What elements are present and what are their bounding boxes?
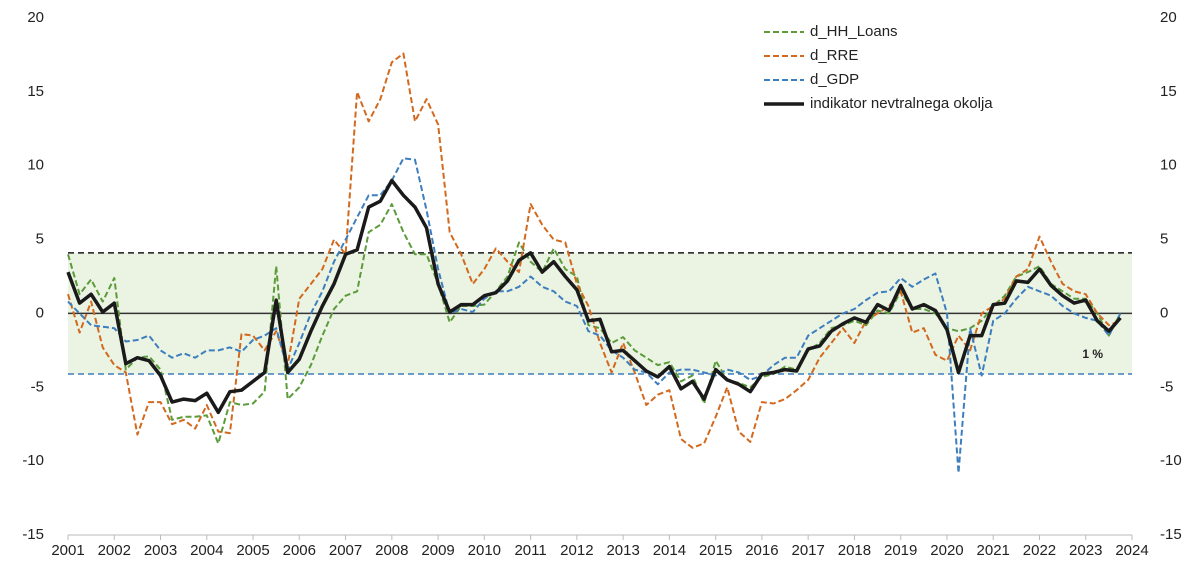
x-tick-label: 2024	[1115, 542, 1148, 559]
x-tick-label: 2001	[51, 542, 84, 559]
x-tick-label: 2018	[838, 542, 871, 559]
x-tick-label: 2004	[190, 542, 223, 559]
y2-tick-label: -5	[1160, 378, 1173, 395]
y2-tick-label: 15	[1160, 83, 1177, 100]
y-tick-label: 20	[27, 9, 44, 26]
y-tick-label: 5	[36, 231, 44, 248]
y-tick-label: -10	[22, 452, 44, 469]
x-tick-label: 2017	[791, 542, 824, 559]
legend-box	[758, 20, 1110, 116]
y2-tick-label: -15	[1160, 526, 1182, 543]
series-line	[67, 52, 1121, 449]
x-tick-label: 2011	[514, 542, 546, 559]
series-line	[67, 157, 1122, 474]
x-tick-label: 2005	[236, 542, 269, 559]
legend-label: indikator nevtralnega okolja	[810, 95, 993, 112]
x-tick-label: 2014	[653, 542, 686, 559]
x-tick-label: 2010	[468, 542, 501, 559]
x-tick-label: 2003	[144, 542, 177, 559]
legend-label: d_GDP	[810, 71, 859, 88]
y2-tick-label: -10	[1160, 452, 1182, 469]
x-tick-label: 2022	[1023, 542, 1056, 559]
y2-tick-label: 5	[1160, 231, 1168, 248]
x-tick-label: 2012	[560, 542, 593, 559]
x-tick-label: 2021	[977, 542, 1010, 559]
y-tick-label: 10	[27, 157, 44, 174]
y-tick-label: -15	[22, 526, 44, 543]
x-tick-label: 2015	[699, 542, 732, 559]
legend-label: d_HH_Loans	[810, 23, 898, 40]
x-tick-label: 2019	[884, 542, 917, 559]
y-tick-label: 0	[36, 304, 44, 321]
x-tick-label: 2016	[745, 542, 778, 559]
y-tick-label: -5	[31, 378, 44, 395]
x-tick-label: 2002	[98, 542, 131, 559]
legend: d_HH_Loans d_RRE d_GDP indikator nevtralneg…	[758, 20, 1110, 116]
y2-tick-label: 10	[1160, 157, 1177, 174]
y2-tick-label: 20	[1160, 9, 1177, 26]
y-tick-label: 15	[27, 83, 44, 100]
x-tick-label: 2009	[421, 542, 454, 559]
x-tick-label: 2007	[329, 542, 362, 559]
series-line	[66, 178, 1122, 415]
annotation: 1 %	[1082, 347, 1103, 361]
legend-label: d_RRE	[810, 47, 858, 64]
y2-tick-label: 0	[1160, 304, 1168, 321]
x-tick-label: 2020	[930, 542, 963, 559]
x-tick-label: 2008	[375, 542, 408, 559]
x-tick-label: 2023	[1069, 542, 1102, 559]
x-tick-label: 2006	[283, 542, 316, 559]
x-tick-label: 2013	[606, 542, 639, 559]
